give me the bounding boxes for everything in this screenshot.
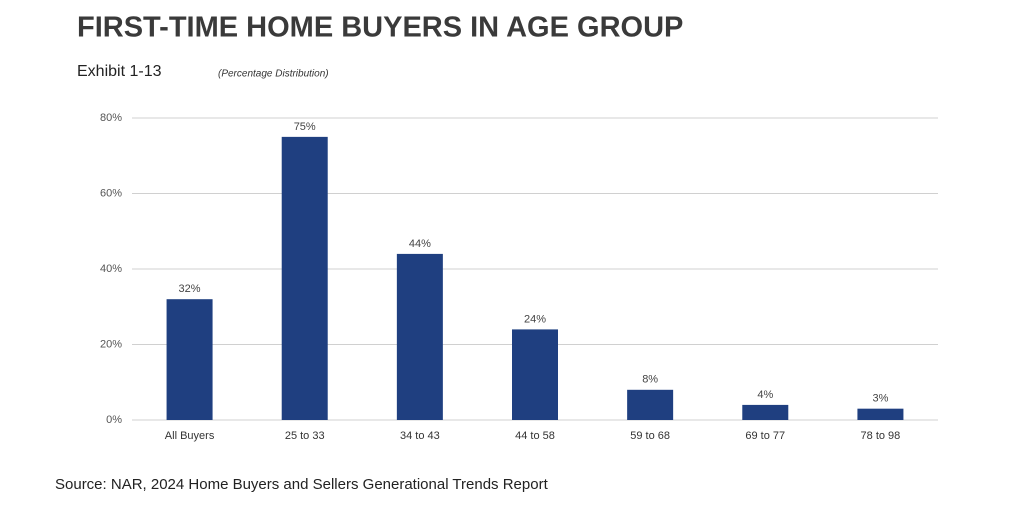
bar [857, 408, 904, 420]
value-label: 24% [524, 313, 546, 325]
x-tick-label: 59 to 68 [630, 430, 670, 442]
y-tick-label: 60% [100, 187, 122, 199]
source: Source: NAR, 2024 Home Buyers and Seller… [55, 476, 549, 493]
y-tick-label: 20% [100, 338, 122, 350]
x-tick-label: 44 to 58 [515, 430, 555, 442]
value-label: 32% [179, 283, 201, 295]
bar [166, 299, 213, 420]
value-label: 44% [409, 238, 431, 250]
chart-note: (Percentage Distribution) [218, 69, 329, 80]
bar [742, 404, 789, 420]
x-tick-label: 34 to 43 [400, 430, 440, 442]
value-label: 8% [642, 374, 658, 386]
x-tick-label: 25 to 33 [285, 430, 325, 442]
chart-title: FIRST-TIME HOME BUYERS IN AGE GROUP [77, 12, 683, 44]
bar [512, 329, 558, 420]
chart-subtitle: Exhibit 1-13 [77, 63, 162, 80]
bar [396, 253, 443, 420]
x-tick-label: 69 to 77 [745, 430, 785, 442]
bar [627, 389, 674, 420]
y-tick-label: 0% [106, 414, 122, 426]
y-tick-label: 40% [100, 263, 122, 275]
x-tick-label: All Buyers [165, 430, 215, 442]
value-label: 3% [872, 393, 888, 405]
y-tick-label: 80% [100, 112, 122, 124]
value-label: 75% [294, 121, 316, 133]
x-tick-label: 78 to 98 [861, 430, 901, 442]
bar [281, 136, 328, 420]
value-label: 4% [757, 389, 773, 401]
